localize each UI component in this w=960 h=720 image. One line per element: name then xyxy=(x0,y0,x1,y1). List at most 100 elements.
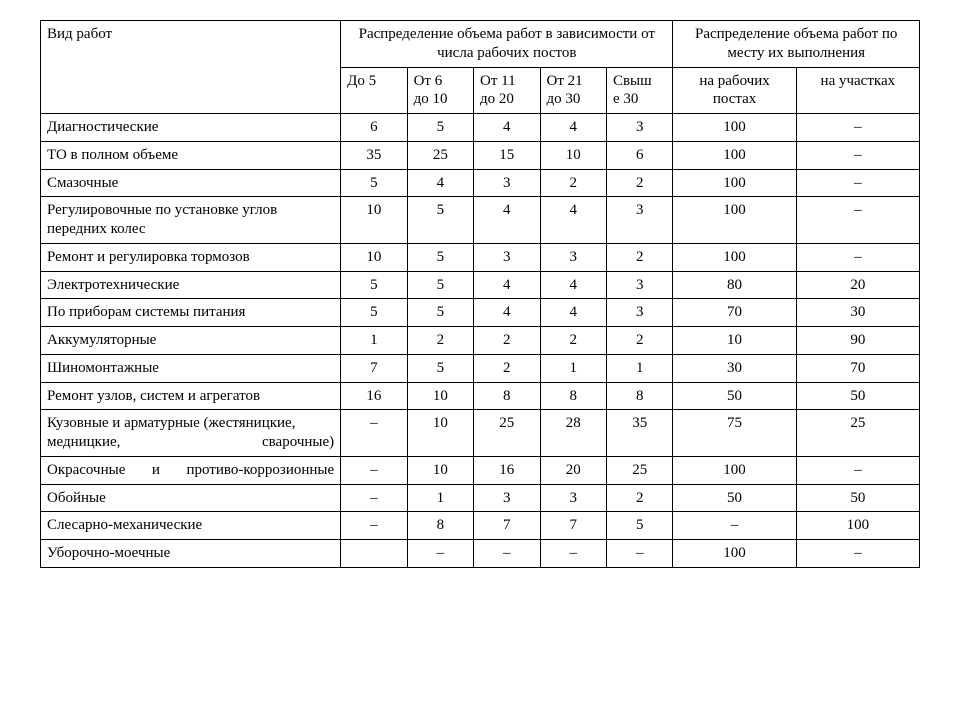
cell-c1: – xyxy=(341,456,407,484)
cell-c3: – xyxy=(474,540,540,568)
table-row: Смазочные54322100– xyxy=(41,169,920,197)
table-row: Окрасочные и противо-коррозионные–101620… xyxy=(41,456,920,484)
cell-c3: 4 xyxy=(474,197,540,244)
row-label: Уборочно-моечные xyxy=(41,540,341,568)
row-label: Слесарно-механические xyxy=(41,512,341,540)
cell-c3: 15 xyxy=(474,141,540,169)
cell-c5: 2 xyxy=(606,169,672,197)
loc-col-1: на рабочих постах xyxy=(673,67,796,114)
cell-l1: 75 xyxy=(673,410,796,457)
cell-c2: 10 xyxy=(407,382,473,410)
cell-c4: 7 xyxy=(540,512,606,540)
cell-c4: 4 xyxy=(540,197,606,244)
row-label: Шиномонтажные xyxy=(41,354,341,382)
posts-col-2a: От 6 xyxy=(414,73,443,89)
cell-c4: 1 xyxy=(540,354,606,382)
cell-c1 xyxy=(341,540,407,568)
cell-l2: 50 xyxy=(796,484,919,512)
cell-l1: 50 xyxy=(673,484,796,512)
cell-c4: 28 xyxy=(540,410,606,457)
cell-c4: 4 xyxy=(540,271,606,299)
cell-c1: 1 xyxy=(341,327,407,355)
cell-c1: 5 xyxy=(341,271,407,299)
cell-c5: 3 xyxy=(606,197,672,244)
cell-c1: 35 xyxy=(341,141,407,169)
cell-c3: 3 xyxy=(474,169,540,197)
table-row: Уборочно-моечные––––100– xyxy=(41,540,920,568)
cell-c4: 2 xyxy=(540,169,606,197)
cell-l1: 10 xyxy=(673,327,796,355)
cell-l1: 100 xyxy=(673,197,796,244)
cell-c2: 10 xyxy=(407,456,473,484)
posts-col-4b: до 30 xyxy=(547,91,581,107)
group-posts-header: Распределение объема работ в зависимости… xyxy=(341,21,673,68)
table-row: ТО в полном объеме352515106100– xyxy=(41,141,920,169)
cell-c5: 2 xyxy=(606,327,672,355)
table-body: Диагностические65443100–ТО в полном объе… xyxy=(41,114,920,568)
cell-l2: – xyxy=(796,540,919,568)
cell-c5: 2 xyxy=(606,484,672,512)
row-label: Диагностические xyxy=(41,114,341,142)
table-row: По приборам системы питания554437030 xyxy=(41,299,920,327)
cell-c5: 8 xyxy=(606,382,672,410)
table-row: Обойные–13325050 xyxy=(41,484,920,512)
cell-l1: 100 xyxy=(673,169,796,197)
cell-c3: 4 xyxy=(474,299,540,327)
cell-c5: 3 xyxy=(606,299,672,327)
table-row: Аккумуляторные122221090 xyxy=(41,327,920,355)
cell-c2: 4 xyxy=(407,169,473,197)
group-location-header: Распределение объема работ по месту их в… xyxy=(673,21,920,68)
cell-l2: – xyxy=(796,243,919,271)
cell-c1: 10 xyxy=(341,243,407,271)
cell-l1: 100 xyxy=(673,243,796,271)
cell-c3: 2 xyxy=(474,327,540,355)
cell-l1: 100 xyxy=(673,456,796,484)
posts-col-1: До 5 xyxy=(341,67,407,114)
cell-c4: 4 xyxy=(540,299,606,327)
cell-c4: 8 xyxy=(540,382,606,410)
posts-col-4a: От 21 xyxy=(547,73,583,89)
cell-c2: 5 xyxy=(407,243,473,271)
cell-c3: 7 xyxy=(474,512,540,540)
cell-c4: – xyxy=(540,540,606,568)
table-header: Вид работ Распределение объема работ в з… xyxy=(41,21,920,114)
row-label: Обойные xyxy=(41,484,341,512)
posts-col-2: От 6 до 10 xyxy=(407,67,473,114)
posts-col-3a: От 11 xyxy=(480,73,516,89)
cell-l1: 100 xyxy=(673,141,796,169)
cell-c3: 25 xyxy=(474,410,540,457)
cell-c3: 2 xyxy=(474,354,540,382)
cell-c5: 1 xyxy=(606,354,672,382)
cell-l2: 50 xyxy=(796,382,919,410)
cell-c1: 5 xyxy=(341,169,407,197)
cell-c1: – xyxy=(341,410,407,457)
cell-c3: 3 xyxy=(474,484,540,512)
work-distribution-table: Вид работ Распределение объема работ в з… xyxy=(40,20,920,568)
cell-c4: 2 xyxy=(540,327,606,355)
cell-c1: 6 xyxy=(341,114,407,142)
posts-col-3b: до 20 xyxy=(480,91,514,107)
cell-c3: 4 xyxy=(474,271,540,299)
cell-l1: – xyxy=(673,512,796,540)
cell-c2: 5 xyxy=(407,354,473,382)
cell-l2: 20 xyxy=(796,271,919,299)
cell-l2: 90 xyxy=(796,327,919,355)
cell-c1: – xyxy=(341,512,407,540)
loc-col-2: на участках xyxy=(796,67,919,114)
row-label: Кузовные и арматурные (жестяницкие, медн… xyxy=(41,410,341,457)
row-label: Окрасочные и противо-коррозионные xyxy=(41,456,341,484)
cell-c1: – xyxy=(341,484,407,512)
posts-col-2b: до 10 xyxy=(414,91,448,107)
cell-c5: – xyxy=(606,540,672,568)
posts-col-5a: Свыш xyxy=(613,73,652,89)
cell-c2: – xyxy=(407,540,473,568)
cell-l2: – xyxy=(796,197,919,244)
table-row: Электротехнические554438020 xyxy=(41,271,920,299)
posts-col-4: От 21 до 30 xyxy=(540,67,606,114)
cell-c4: 3 xyxy=(540,484,606,512)
cell-c1: 5 xyxy=(341,299,407,327)
cell-c1: 10 xyxy=(341,197,407,244)
cell-c1: 16 xyxy=(341,382,407,410)
table-row: Кузовные и арматурные (жестяницкие, медн… xyxy=(41,410,920,457)
cell-c2: 5 xyxy=(407,271,473,299)
